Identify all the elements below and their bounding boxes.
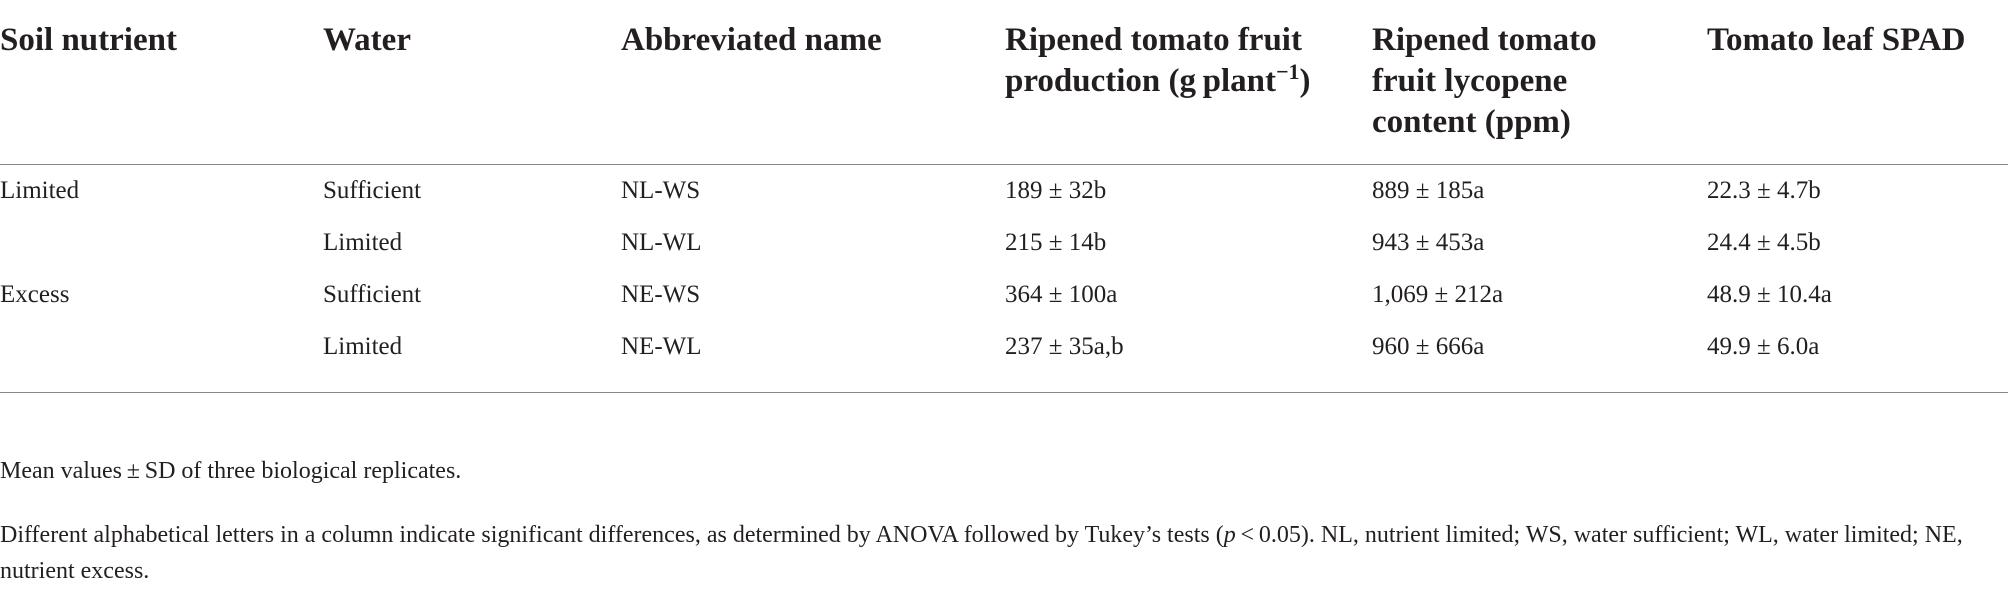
table-header: Soil nutrient Water Abbreviated name Ripene…	[0, 0, 2008, 165]
table-row: Excess Sufficient NE-WS 364 ± 100a 1,069 ± 2…	[0, 269, 2008, 321]
column-header: Ripened tomato fruit production (g plant…	[1005, 0, 1372, 165]
cell: NE-WL	[621, 321, 1005, 393]
cell: NL-WS	[621, 177, 701, 204]
cell: 24.4 ± 4.5b	[1707, 229, 1821, 256]
header-wrap: Water	[323, 20, 411, 61]
cell: 22.3 ± 4.7b	[1707, 177, 1821, 204]
table-row: Limited NL-WL 215 ± 14b 943 ± 453a 24.4 ± 4.…	[0, 217, 2008, 269]
column-header: Abbreviated name	[621, 0, 1005, 165]
data-table: Soil nutrient Water Abbreviated name Ripene…	[0, 0, 2008, 393]
header-wrap: Abbreviated name	[621, 20, 882, 61]
header-superscript: −1	[1275, 59, 1300, 84]
cell: 215 ± 14b	[1005, 229, 1107, 256]
header-row: Soil nutrient Water Abbreviated name Ripene…	[0, 0, 2008, 165]
cell: Excess	[0, 281, 70, 308]
cell: NE-WS	[621, 281, 701, 308]
column-header: Ripened tomato fruit lycopene content (p…	[1372, 0, 1707, 165]
cell	[0, 217, 323, 269]
cell: 364 ± 100a	[1005, 281, 1118, 308]
table-row: Limited Sufficient NL-WS 189 ± 32b 889 ± 185…	[0, 165, 2008, 218]
header-wrap: Ripened tomato fruit lycopene content (p…	[1372, 20, 1634, 143]
footnote: Mean values ± SD of three biological rep…	[0, 453, 1975, 489]
cell: 237 ± 35a,b	[1005, 321, 1372, 393]
cell: Limited	[323, 229, 403, 256]
header-text: Ripened tomato fruit lycopene content (p…	[1372, 22, 1597, 140]
cell: Sufficient	[323, 177, 422, 204]
footnote-text: Different alphabetical letters in a colu…	[0, 522, 1224, 548]
column-header: Tomato leaf SPAD	[1707, 0, 2008, 165]
cell: 49.9 ± 6.0a	[1707, 321, 2008, 393]
footnote-text: p	[1223, 522, 1236, 548]
cell: 189 ± 32b	[1005, 177, 1107, 204]
footnote-text: < 0.05). NL, nutrient limited; WS, water…	[0, 522, 1963, 584]
cell: 1,069 ± 212a	[1372, 281, 1504, 308]
header-wrap: Soil nutrient	[0, 20, 177, 61]
cell: Limited	[0, 177, 80, 204]
column-header: Soil nutrient	[0, 0, 323, 165]
column-header: Water	[323, 0, 621, 165]
cell: 889 ± 185a	[1372, 177, 1485, 204]
header-text: Soil nutrient	[0, 22, 177, 58]
header-text: Tomato leaf SPAD	[1707, 22, 1966, 58]
footnote: Different alphabetical letters in a colu…	[0, 517, 1975, 589]
header-text: )	[1299, 63, 1311, 99]
cell: NL-WL	[621, 229, 702, 256]
cell: 943 ± 453a	[1372, 229, 1485, 256]
table-body: Limited Sufficient NL-WS 189 ± 32b 889 ± 185…	[0, 165, 2008, 393]
cell: 960 ± 666a	[1372, 321, 1707, 393]
header-wrap: Ripened tomato fruit production (g plant…	[1005, 20, 1355, 102]
table-row: Limited NE-WL 237 ± 35a,b 960 ± 666a 49.9 ± …	[0, 321, 2008, 393]
cell	[0, 321, 323, 393]
header-wrap: Tomato leaf SPAD	[1707, 20, 1966, 61]
header-text: Abbreviated name	[621, 22, 882, 58]
cell: 48.9 ± 10.4a	[1707, 281, 1832, 308]
header-text: Ripened tomato fruit production (g plant	[1005, 22, 1302, 99]
footnote-text: Mean values ± SD of three biological rep…	[0, 458, 462, 484]
cell: Sufficient	[323, 281, 422, 308]
cell: Limited	[323, 321, 621, 393]
header-text: Water	[323, 22, 411, 58]
